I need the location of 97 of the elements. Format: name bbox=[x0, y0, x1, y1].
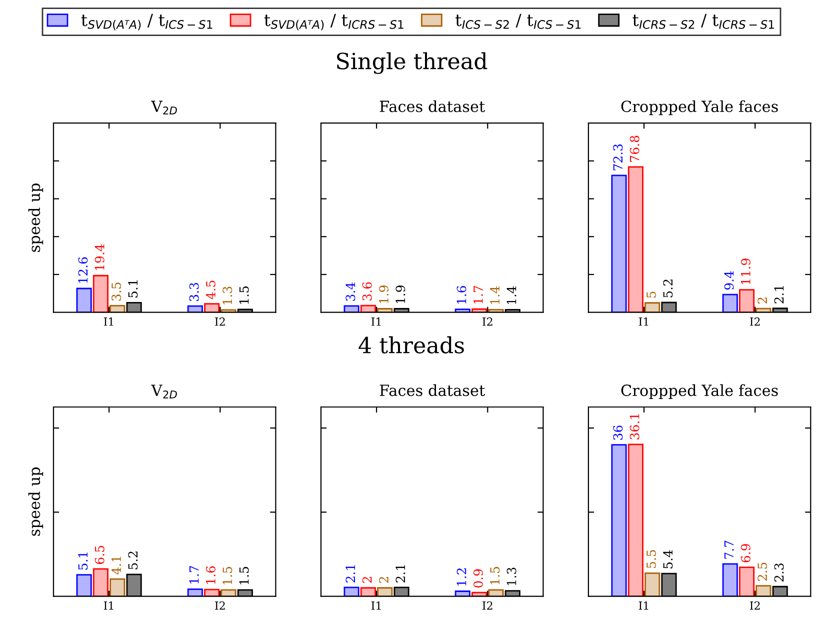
data-label: 1.3 bbox=[506, 568, 516, 586]
data-label: 2.1 bbox=[346, 565, 356, 582]
data-label: 3.5 bbox=[112, 282, 122, 301]
x-tick-label: I2 bbox=[482, 601, 492, 610]
data-label: 4.5 bbox=[206, 280, 216, 300]
bar bbox=[76, 288, 92, 312]
data-label: 1.9 bbox=[379, 286, 388, 304]
data-label: 1.3 bbox=[222, 286, 232, 304]
data-label: 11.9 bbox=[740, 258, 750, 284]
data-label: 5.1 bbox=[78, 552, 88, 570]
data-label: 6.5 bbox=[94, 546, 104, 564]
chart-title: Faces dataset bbox=[380, 100, 486, 112]
data-label: 3.3 bbox=[189, 282, 199, 301]
bar bbox=[644, 302, 660, 312]
data-label: 1.2 bbox=[456, 568, 466, 586]
data-label: 1.7 bbox=[473, 286, 483, 304]
bar bbox=[187, 588, 203, 596]
bar bbox=[722, 294, 738, 312]
bar bbox=[187, 305, 203, 312]
text: 4 threads bbox=[358, 336, 464, 354]
y-axis-title: speed up bbox=[28, 467, 44, 536]
data-label: 9.4 bbox=[724, 271, 734, 290]
data-label: 76.8 bbox=[630, 136, 640, 162]
data-label: 5.4 bbox=[663, 550, 673, 568]
x-tick-label: I2 bbox=[482, 317, 492, 326]
bar bbox=[644, 572, 660, 596]
data-label: 6.9 bbox=[740, 544, 750, 562]
bar bbox=[220, 589, 236, 596]
data-label: 2 bbox=[758, 298, 767, 304]
data-label: 2.5 bbox=[758, 562, 768, 581]
bar bbox=[738, 566, 755, 596]
bar bbox=[76, 574, 92, 596]
y-axis-title: speed up bbox=[28, 183, 44, 252]
data-label: 2 bbox=[362, 576, 372, 583]
data-label: 5.1 bbox=[128, 280, 138, 298]
x-tick-label: I1 bbox=[371, 317, 381, 326]
data-label: 3.4 bbox=[346, 282, 356, 301]
chart-title: Croppped Yale faces bbox=[621, 384, 778, 400]
data-label: 5.5 bbox=[646, 550, 656, 568]
data-label: 1.4 bbox=[506, 286, 516, 304]
data-label: 36.1 bbox=[630, 414, 640, 440]
chart-title: V$_{2D}$ bbox=[151, 384, 177, 398]
bar bbox=[722, 563, 738, 596]
x-tick-label: I1 bbox=[638, 317, 648, 326]
data-label: 2.1 bbox=[396, 565, 406, 582]
data-label: 1.5 bbox=[490, 566, 500, 584]
bar bbox=[756, 585, 772, 596]
bar bbox=[611, 444, 627, 596]
data-label: 2.3 bbox=[774, 564, 784, 582]
legend-label: t$_{SVD(AᵀA)}$ / t$_{ICRS−S1}$ bbox=[264, 14, 404, 30]
bar bbox=[110, 305, 126, 312]
legend-label: t$_{SVD(AᵀA)}$ / t$_{ICS−S1}$ bbox=[81, 14, 212, 30]
data-label: 36 bbox=[613, 426, 623, 440]
chart-title: Croppped Yale faces bbox=[621, 100, 778, 116]
chart-title: V$_{2D}$ bbox=[151, 100, 177, 114]
data-label: 1.6 bbox=[456, 286, 466, 304]
x-tick-label: I2 bbox=[215, 317, 225, 326]
data-label: 1.5 bbox=[239, 566, 249, 584]
legend-label: t$_{ICS−S2}$ / t$_{ICS−S1}$ bbox=[455, 14, 581, 29]
bar bbox=[92, 274, 108, 312]
chart-title: Faces dataset bbox=[380, 384, 486, 396]
bar bbox=[110, 578, 126, 596]
data-label: 2.1 bbox=[774, 286, 784, 304]
x-tick-label: I1 bbox=[371, 601, 381, 610]
x-tick-label: I1 bbox=[104, 601, 114, 610]
data-label: 4.1 bbox=[112, 556, 122, 574]
data-label: 12.6 bbox=[78, 257, 88, 283]
x-tick-label: I2 bbox=[750, 317, 760, 326]
x-tick-label: I1 bbox=[104, 317, 114, 326]
data-label: 1.6 bbox=[206, 566, 216, 584]
bar bbox=[756, 308, 772, 312]
data-label: 1.5 bbox=[222, 566, 232, 584]
bar bbox=[628, 444, 644, 596]
data-label: 1.9 bbox=[396, 286, 406, 304]
data-label: 7.7 bbox=[724, 540, 734, 559]
data-label: 0.9 bbox=[473, 569, 483, 588]
data-label: 3.6 bbox=[362, 282, 372, 300]
data-label: 5.2 bbox=[663, 280, 673, 298]
bar bbox=[628, 166, 644, 312]
data-label: 5 bbox=[646, 292, 656, 298]
data-label: 1.4 bbox=[490, 286, 500, 304]
data-label: 1.7 bbox=[189, 566, 199, 584]
data-label: 72.3 bbox=[613, 144, 623, 170]
bar bbox=[92, 568, 108, 596]
bar bbox=[611, 174, 627, 312]
x-tick-label: I2 bbox=[750, 601, 760, 610]
text: Single thread bbox=[337, 52, 488, 74]
bar bbox=[220, 309, 236, 312]
bar bbox=[204, 303, 220, 312]
data-label: 1.5 bbox=[239, 286, 249, 304]
bar bbox=[738, 289, 755, 312]
x-tick-label: I2 bbox=[215, 601, 225, 610]
data-label: 2 bbox=[379, 576, 388, 583]
data-label: 5.2 bbox=[128, 552, 138, 570]
legend-label: t$_{ICRS−S2}$ / t$_{ICRS−S1}$ bbox=[632, 14, 774, 29]
x-tick-label: I1 bbox=[638, 601, 648, 610]
data-label: 19.4 bbox=[94, 244, 104, 270]
